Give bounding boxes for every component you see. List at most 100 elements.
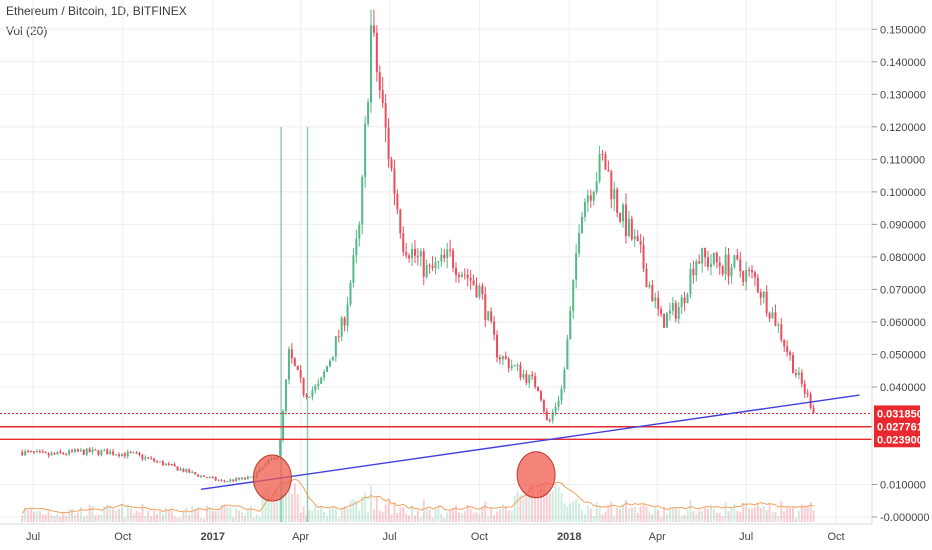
time-tick-label: Apr <box>649 531 666 543</box>
volume-bar <box>765 510 768 522</box>
candle-body <box>408 255 411 259</box>
candle-body <box>428 265 431 267</box>
volume-bar <box>293 483 296 522</box>
candle-body <box>803 383 806 394</box>
candle-body <box>654 297 657 302</box>
volume-bar <box>803 506 806 522</box>
candle-body <box>680 297 683 307</box>
price-tick-label: 0.100000 <box>880 187 926 199</box>
candle-body <box>794 373 797 375</box>
volume-bar <box>249 506 252 522</box>
candle-body <box>106 449 109 455</box>
candle-body <box>226 481 229 483</box>
candle-body <box>613 189 616 200</box>
volume-bar <box>551 491 554 522</box>
volume-bar <box>501 504 504 522</box>
volume-bar <box>112 508 115 522</box>
candle-body <box>361 176 364 225</box>
volume-bar <box>519 495 522 522</box>
volume-bar <box>727 511 730 522</box>
candle-body <box>211 477 214 479</box>
volume-bar <box>777 516 780 522</box>
candle-body <box>176 466 179 471</box>
candle-body <box>141 454 144 459</box>
candle-body <box>38 451 41 453</box>
volume-bar <box>30 509 33 522</box>
volume-bar <box>202 518 205 522</box>
candle-body <box>208 477 211 479</box>
candle-body <box>780 324 783 340</box>
time-tick-label: Jul <box>739 531 753 543</box>
candle-body <box>504 356 507 359</box>
volume-bar <box>399 507 402 522</box>
candle-body <box>624 204 627 236</box>
candle-body <box>91 449 94 453</box>
volume-bar <box>308 510 311 522</box>
volume-bar <box>65 515 68 522</box>
candle-body <box>463 274 466 276</box>
candle-body <box>718 262 721 267</box>
volume-bar <box>586 505 589 522</box>
candle-body <box>727 254 730 277</box>
volume-bar <box>759 507 762 522</box>
candle-body <box>349 282 352 305</box>
volume-bar <box>786 507 789 522</box>
volume-bar <box>604 511 607 522</box>
volume-bar <box>194 509 197 522</box>
volume-bar <box>47 510 50 522</box>
volume-bar <box>686 510 689 522</box>
candle-body <box>285 379 288 411</box>
candle-body <box>129 451 132 453</box>
volume-bar <box>733 503 736 522</box>
candle-body <box>701 247 704 264</box>
candle-body <box>583 202 586 217</box>
volume-bar <box>516 491 519 522</box>
candle-body <box>59 451 62 453</box>
volume-bar <box>346 508 349 522</box>
candle-body <box>164 463 167 466</box>
volume-indicator-label[interactable]: Vol (20) <box>6 24 48 38</box>
volume-bar <box>739 512 742 522</box>
candle-body <box>768 313 771 319</box>
volume-bar <box>387 501 390 522</box>
chart-title: Ethereum / Bitcoin, 1D, BITFINEX <box>6 4 187 18</box>
volume-bar <box>41 514 44 522</box>
volume-bar <box>513 496 516 522</box>
volume-bar <box>115 511 118 522</box>
candle-body <box>789 352 792 356</box>
volume-bar <box>736 510 739 522</box>
volume-bar <box>241 512 244 522</box>
candle-body <box>466 274 469 279</box>
volume-bar <box>161 514 164 522</box>
candle-body <box>194 472 197 475</box>
candle-body <box>405 251 408 256</box>
volume-bar <box>613 515 616 522</box>
candle-body <box>419 251 422 257</box>
candle-body <box>156 461 159 463</box>
volume-bar <box>282 481 285 522</box>
volume-bar <box>370 485 373 522</box>
volume-bar <box>317 509 320 522</box>
volume-bar <box>179 516 182 522</box>
trendline <box>200 394 860 491</box>
volume-bar <box>390 514 393 522</box>
candle-body <box>627 218 630 236</box>
price-tick-label: 0.010000 <box>880 479 926 491</box>
candle-body <box>786 346 789 353</box>
candle-body <box>197 474 200 477</box>
candle-body <box>777 324 780 326</box>
volume-bar <box>645 506 648 522</box>
candle-body <box>317 383 320 387</box>
candle-body <box>170 463 173 465</box>
volume-bar <box>742 502 745 522</box>
volume-bar <box>302 506 305 522</box>
candle-body <box>707 257 710 268</box>
volume-bar <box>276 489 279 522</box>
candle-body <box>554 406 557 413</box>
volume-bar <box>91 505 94 522</box>
candle-body <box>161 461 164 466</box>
candle-body <box>399 209 402 234</box>
price-level-tag <box>874 405 920 422</box>
candle-body <box>581 216 584 233</box>
